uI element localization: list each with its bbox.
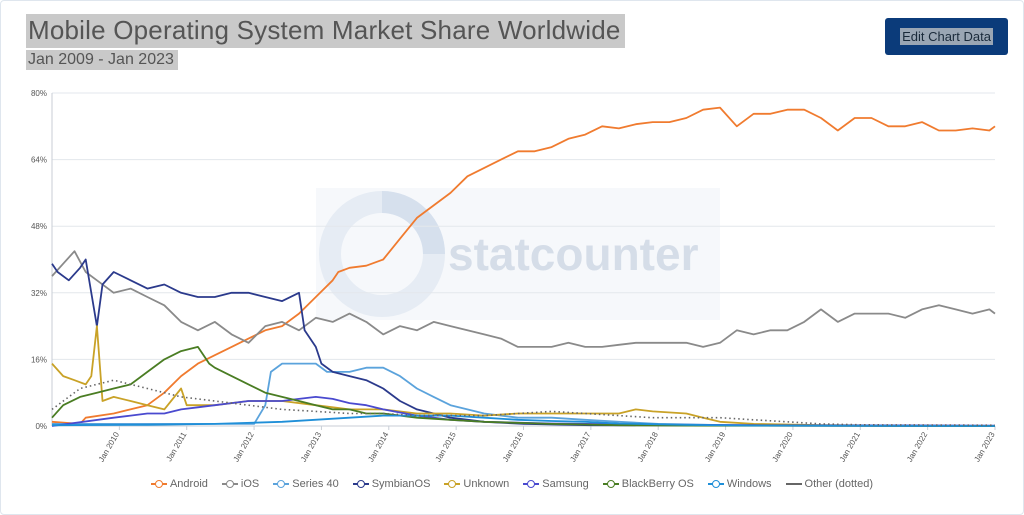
watermark-text: statcounter [448, 228, 699, 280]
legend: Android iOS Series 40 SymbianOS Unknown Samsu… [0, 478, 1024, 490]
title-block: Mobile Operating System Market Share Wor… [26, 14, 625, 70]
x-tick-label: Jan 2021 [838, 430, 863, 463]
chart-title: Mobile Operating System Market Share Wor… [26, 14, 625, 48]
x-tick-label: Jan 2022 [905, 430, 930, 463]
series-line-windows [51, 414, 996, 427]
legend-label: BlackBerry OS [621, 478, 694, 490]
series-line-series-40 [52, 362, 996, 427]
legend-label: Samsung [542, 478, 589, 490]
legend-symbol [444, 479, 461, 489]
legend-symbol [707, 479, 724, 489]
legend-item-blackberry-os[interactable]: BlackBerry OS [602, 478, 694, 490]
x-tick-label: Jan 2011 [164, 430, 188, 463]
series-group [51, 106, 996, 427]
legend-item-ios[interactable]: iOS [221, 478, 260, 490]
y-tick-label: 80% [31, 89, 47, 98]
edit-chart-data-button[interactable]: Edit Chart Data [885, 18, 1008, 55]
y-tick-label: 64% [31, 156, 47, 165]
legend-symbol [221, 479, 238, 489]
legend-item-windows[interactable]: Windows [707, 478, 772, 490]
x-tick-label: Jan 2012 [232, 430, 257, 463]
legend-symbol [602, 479, 619, 489]
legend-symbol [352, 479, 369, 489]
legend-label: iOS [240, 478, 260, 490]
series-line-symbianos [51, 258, 996, 427]
legend-symbol [523, 479, 540, 489]
x-tick-label: Jan 2013 [299, 430, 324, 463]
x-tick-label: Jan 2018 [636, 430, 661, 463]
legend-symbol [785, 479, 802, 489]
legend-label: Windows [726, 478, 772, 490]
x-tick-label: Jan 2020 [770, 430, 795, 463]
series-line-unknown [51, 325, 996, 427]
series-line-android [51, 106, 996, 425]
legend-label: Unknown [463, 478, 510, 490]
y-tick-label: 32% [31, 289, 47, 298]
y-axis: 0% 16% 32% 48% 64% 80% [31, 89, 53, 431]
watermark-background [316, 188, 720, 320]
legend-label: Other (dotted) [804, 478, 874, 490]
y-tick-label: 48% [31, 222, 47, 231]
legend-item-series-40[interactable]: Series 40 [273, 478, 339, 490]
legend-item-unknown[interactable]: Unknown [444, 478, 509, 490]
series-line-samsung [51, 396, 996, 427]
series-line-ios [51, 250, 996, 348]
x-tick-label: Jan 2017 [568, 430, 593, 463]
x-axis: Jan 2010 Jan 2011 Jan 2012 Jan 2013 Jan 2014… [97, 426, 997, 464]
legend-label: Series 40 [292, 478, 339, 490]
edit-chart-data-label: Edit Chart Data [900, 28, 993, 45]
x-tick-label: Jan 2023 [972, 430, 997, 463]
legend-item-symbianos[interactable]: SymbianOS [352, 478, 431, 490]
x-tick-label: Jan 2014 [366, 430, 391, 463]
legend-label: SymbianOS [371, 478, 431, 490]
y-tick-label: 16% [31, 355, 47, 364]
series-line-other-dotted [51, 379, 996, 426]
legend-item-samsung[interactable]: Samsung [523, 478, 589, 490]
x-tick-label: Jan 2015 [434, 430, 459, 463]
legend-item-android[interactable]: Android [150, 478, 208, 490]
x-tick-label: Jan 2010 [97, 430, 122, 463]
x-tick-label: Jan 2019 [703, 430, 728, 463]
y-tick-label: 0% [35, 422, 47, 431]
legend-symbol [150, 479, 167, 489]
legend-label: Android [169, 478, 208, 490]
legend-item-other-dotted[interactable]: Other (dotted) [785, 478, 874, 490]
series-line-blackberry-os [51, 346, 996, 427]
watermark: statcounter [316, 188, 720, 320]
x-tick-label: Jan 2016 [501, 430, 526, 463]
chart-subtitle: Jan 2009 - Jan 2023 [26, 50, 178, 70]
legend-symbol [273, 479, 290, 489]
